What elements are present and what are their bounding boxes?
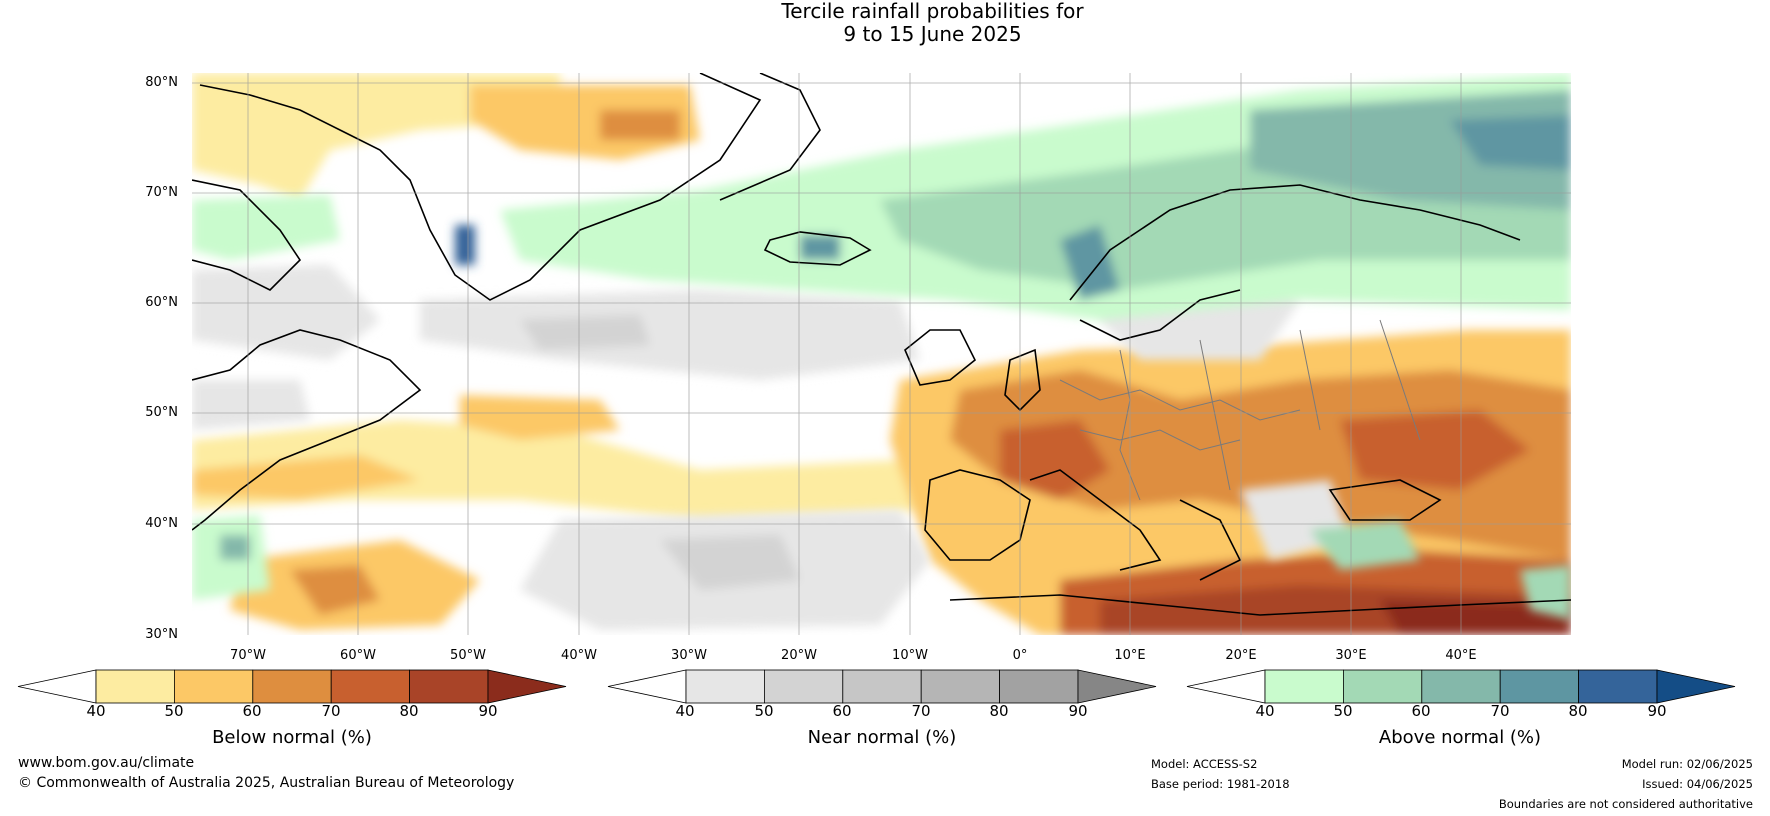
lat-label-40n: 40°N <box>145 516 178 531</box>
lon-label-30w: 30°W <box>671 648 707 663</box>
lon-label-0: 0° <box>1012 648 1028 663</box>
colorbar-near-normal-segment <box>764 669 844 704</box>
colorbar-above-normal-extend-low <box>1186 669 1266 704</box>
cb-near-title: Near normal (%) <box>807 727 957 748</box>
cb-below-tick-40: 40 <box>86 702 106 720</box>
colorbar-above-normal-extend-high <box>1656 669 1736 704</box>
footer-base-period: Base period: 1981-2018 <box>1151 777 1290 791</box>
map-title-line-1: Tercile rainfall probabilities for <box>781 0 1084 23</box>
colorbar-below-normal-segment <box>409 669 489 704</box>
cb-above-tick-60: 60 <box>1411 702 1431 720</box>
colorbar-below-normal-segment <box>330 669 411 704</box>
footer-model: Model: ACCESS-S2 <box>1151 757 1258 771</box>
lat-label-60n: 60°N <box>145 295 178 310</box>
colorbar-near-normal-extend-low <box>607 669 687 704</box>
cb-below-tick-80: 80 <box>399 702 419 720</box>
colorbar-below-normal-segment <box>252 669 332 704</box>
footer-model-run: Model run: 02/06/2025 <box>1621 757 1753 771</box>
colorbar-above-normal <box>1186 669 1736 704</box>
lat-label-50n: 50°N <box>145 405 178 420</box>
colorbar-below-normal-extend-low <box>17 669 97 704</box>
colorbar-above-normal-segment <box>1343 669 1423 704</box>
lon-label-30e: 30°E <box>1335 648 1367 663</box>
below-normal-region <box>192 73 1571 635</box>
cb-below-tick-60: 60 <box>242 702 262 720</box>
lat-label-80n: 80°N <box>145 75 178 90</box>
cb-above-tick-50: 50 <box>1333 702 1353 720</box>
cb-above-tick-80: 80 <box>1568 702 1588 720</box>
cb-below-tick-70: 70 <box>321 702 341 720</box>
colorbar-near-normal-segment <box>920 669 1001 704</box>
cb-near-tick-50: 50 <box>754 702 774 720</box>
probability-field <box>192 73 1571 635</box>
lon-label-60w: 60°W <box>340 648 376 663</box>
colorbar-above-normal-segment <box>1421 669 1501 704</box>
above-normal-region <box>192 73 1571 620</box>
map-title-line-2: 9 to 15 June 2025 <box>843 22 1022 46</box>
lon-label-20w: 20°W <box>781 648 817 663</box>
lon-label-10e: 10°E <box>1114 648 1146 663</box>
lon-label-40w: 40°W <box>561 648 597 663</box>
cb-near-tick-90: 90 <box>1068 702 1088 720</box>
colorbar-below-normal <box>17 669 567 704</box>
cb-below-title: Below normal (%) <box>212 727 372 748</box>
colorbar-below-normal-extend-high <box>487 669 567 704</box>
footer-disclaimer: Boundaries are not considered authoritat… <box>1498 797 1753 811</box>
colorbar-near-normal <box>607 669 1157 704</box>
cb-above-tick-70: 70 <box>1490 702 1510 720</box>
colorbar-above-normal-segment <box>1264 669 1344 704</box>
cb-below-tick-90: 90 <box>478 702 498 720</box>
cb-near-tick-40: 40 <box>675 702 695 720</box>
colorbar-near-normal-segment <box>685 669 765 704</box>
cb-near-tick-60: 60 <box>832 702 852 720</box>
graticule <box>192 73 1571 635</box>
cb-near-tick-80: 80 <box>989 702 1009 720</box>
colorbar-near-normal-segment <box>999 669 1079 704</box>
colorbar-near-normal-extend-high <box>1077 669 1157 704</box>
cb-below-tick-50: 50 <box>164 702 184 720</box>
colorbar-above-normal-segment <box>1578 669 1658 704</box>
lon-label-70w: 70°W <box>230 648 266 663</box>
colorbar-near-normal-segment <box>842 669 922 704</box>
lon-label-40e: 40°E <box>1445 648 1477 663</box>
cb-above-tick-90: 90 <box>1647 702 1667 720</box>
lon-label-20e: 20°E <box>1225 648 1257 663</box>
footer-copyright: © Commonwealth of Australia 2025, Austra… <box>18 775 515 791</box>
footer-issued: Issued: 04/06/2025 <box>1642 777 1753 791</box>
footer-website: www.bom.gov.au/climate <box>18 755 195 771</box>
colorbar-below-normal-segment <box>173 669 254 704</box>
lon-label-10w: 10°W <box>892 648 928 663</box>
colorbar-below-normal-segment <box>95 669 175 704</box>
colorbar-above-normal-segment <box>1499 669 1579 704</box>
map-title: Tercile rainfall probabilities for 9 to … <box>0 0 1770 46</box>
cb-above-title: Above normal (%) <box>1378 727 1542 748</box>
cb-above-tick-40: 40 <box>1255 702 1275 720</box>
lat-label-30n: 30°N <box>145 627 178 642</box>
cb-near-tick-70: 70 <box>911 702 931 720</box>
lon-label-50w: 50°W <box>450 648 486 663</box>
lat-label-70n: 70°N <box>145 185 178 200</box>
